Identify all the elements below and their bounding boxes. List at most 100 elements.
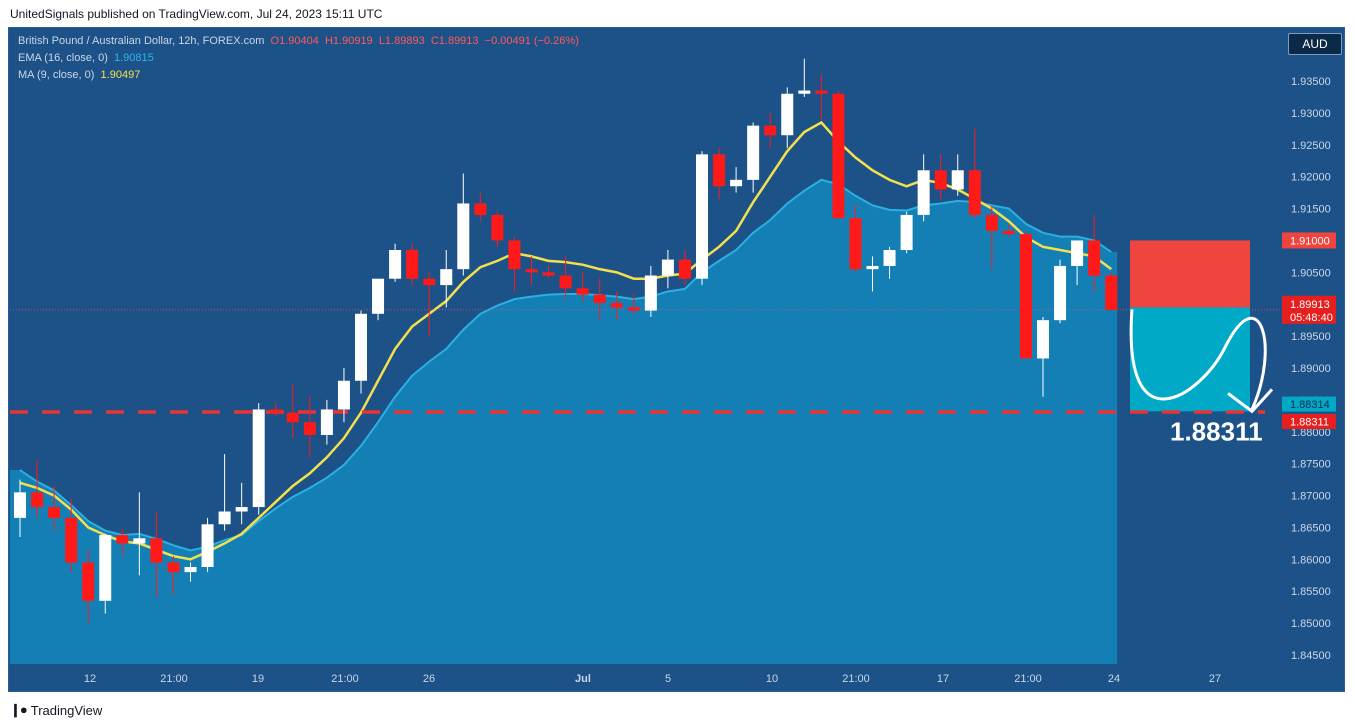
candle-body[interactable] — [934, 170, 947, 190]
candle-body[interactable] — [815, 90, 828, 94]
candle-body[interactable] — [764, 125, 777, 136]
candle-body[interactable] — [696, 154, 708, 279]
candle-body[interactable] — [610, 302, 623, 308]
target-price-tag-bg — [1282, 414, 1336, 430]
legend-symbol: British Pound / Australian Dollar, 12h, … — [18, 35, 265, 47]
x-tick-label: 12 — [84, 673, 96, 685]
candle-body[interactable] — [593, 294, 606, 303]
stop-loss-box[interactable] — [1130, 240, 1250, 308]
candle-body[interactable] — [474, 203, 487, 215]
y-tick-label: 1.93000 — [1291, 108, 1331, 120]
legend-ma-row: MA (9, close, 0) 1.90497 — [18, 69, 140, 81]
candle-body[interactable] — [678, 259, 691, 279]
legend-close: C1.89913 — [430, 35, 479, 47]
candle-body[interactable] — [781, 93, 794, 136]
candle-body[interactable] — [150, 538, 163, 563]
legend-high: H1.90919 — [324, 35, 373, 47]
currency-button[interactable]: AUD — [1288, 33, 1342, 55]
candle-body[interactable] — [491, 214, 504, 241]
candle-body[interactable] — [1002, 230, 1015, 235]
candle-body[interactable] — [525, 269, 538, 273]
candle-body[interactable] — [14, 492, 26, 518]
candle-body[interactable] — [542, 272, 555, 276]
candle-body[interactable] — [1054, 265, 1067, 321]
candle-body[interactable] — [184, 567, 197, 573]
candle-body[interactable] — [1105, 275, 1118, 310]
candle-body[interactable] — [985, 214, 998, 231]
candle-body[interactable] — [883, 250, 896, 266]
forecast-curve — [1129, 309, 1267, 410]
candle-body[interactable] — [269, 409, 282, 413]
candle-body[interactable] — [320, 409, 333, 435]
target-annotation: 1.88311 — [1170, 416, 1263, 446]
candle-body[interactable] — [849, 218, 862, 270]
candle-body[interactable] — [423, 278, 436, 286]
y-tick-label: 1.91500 — [1291, 204, 1331, 216]
candle-body[interactable] — [355, 313, 367, 381]
candle-body[interactable] — [48, 507, 61, 518]
candle-body[interactable] — [713, 154, 726, 187]
publish-header: UnitedSignals published on TradingView.c… — [10, 7, 383, 21]
candle-body[interactable] — [1071, 240, 1084, 266]
candle-body[interactable] — [218, 511, 231, 525]
candle-body[interactable] — [303, 422, 316, 435]
y-tick-label: 1.89000 — [1291, 363, 1331, 375]
candle-body[interactable] — [1037, 320, 1049, 359]
candle-body[interactable] — [116, 535, 129, 544]
x-tick-label: 26 — [423, 673, 435, 685]
candle-body[interactable] — [798, 90, 811, 94]
candle-body[interactable] — [389, 250, 402, 279]
candle-body[interactable] — [406, 250, 419, 279]
stop-price-tag-bg — [1282, 232, 1336, 249]
legend-open: O1.90404 — [270, 35, 319, 47]
candle-body[interactable] — [65, 517, 78, 563]
candle-body[interactable] — [968, 170, 981, 215]
candle-body[interactable] — [82, 562, 95, 601]
candle-body[interactable] — [747, 125, 760, 180]
candle-body[interactable] — [201, 524, 214, 568]
candle-body[interactable] — [235, 507, 248, 512]
candle-body[interactable] — [661, 259, 674, 276]
x-tick-label: Jul — [575, 673, 591, 685]
x-tick-label: 21:00 — [160, 673, 188, 685]
candle-body[interactable] — [866, 265, 879, 270]
candle-body[interactable] — [576, 288, 589, 295]
candle-body[interactable] — [508, 240, 521, 270]
y-tick-label: 1.87500 — [1291, 459, 1331, 471]
candle-body[interactable] — [832, 93, 845, 219]
candle-body[interactable] — [99, 535, 112, 601]
candle-body[interactable] — [286, 412, 299, 423]
legend-ma-label: MA (9, close, 0) — [18, 69, 95, 81]
candle-body[interactable] — [644, 275, 657, 311]
y-tick-label: 1.86000 — [1291, 554, 1331, 566]
legend-ema-label: EMA (16, close, 0) — [18, 52, 108, 64]
candle-body[interactable] — [133, 538, 146, 544]
candle-body[interactable] — [1088, 240, 1101, 276]
candle-body[interactable] — [372, 278, 385, 314]
candle-body[interactable] — [730, 179, 743, 187]
candle-body[interactable] — [440, 269, 453, 286]
candle-body[interactable] — [917, 170, 930, 215]
candle-body[interactable] — [627, 307, 640, 311]
target-box-tag: 1.88314 — [1290, 399, 1330, 411]
candle-body[interactable] — [951, 170, 964, 190]
x-tick-label: 5 — [665, 673, 671, 685]
legend-ma-value: 1.90497 — [100, 69, 141, 81]
candle-body[interactable] — [457, 203, 470, 270]
candle-body[interactable] — [1019, 234, 1032, 359]
x-tick-label: 10 — [766, 673, 778, 685]
candle-body[interactable] — [559, 275, 572, 289]
x-tick-label: 21:00 — [331, 673, 359, 685]
candle-body[interactable] — [900, 214, 913, 251]
candle-body[interactable] — [337, 380, 350, 410]
price-axis — [1280, 30, 1344, 664]
candle-body[interactable] — [167, 562, 180, 573]
candle-body[interactable] — [252, 409, 265, 508]
y-tick-label: 1.85000 — [1291, 618, 1331, 630]
ema-area — [10, 179, 1118, 664]
legend-ema-value: 1.90815 — [114, 52, 154, 64]
candle-body[interactable] — [31, 492, 44, 508]
footer-brand-label: TradingView — [30, 702, 103, 718]
target-price-tag: 1.88311 — [1290, 417, 1329, 429]
